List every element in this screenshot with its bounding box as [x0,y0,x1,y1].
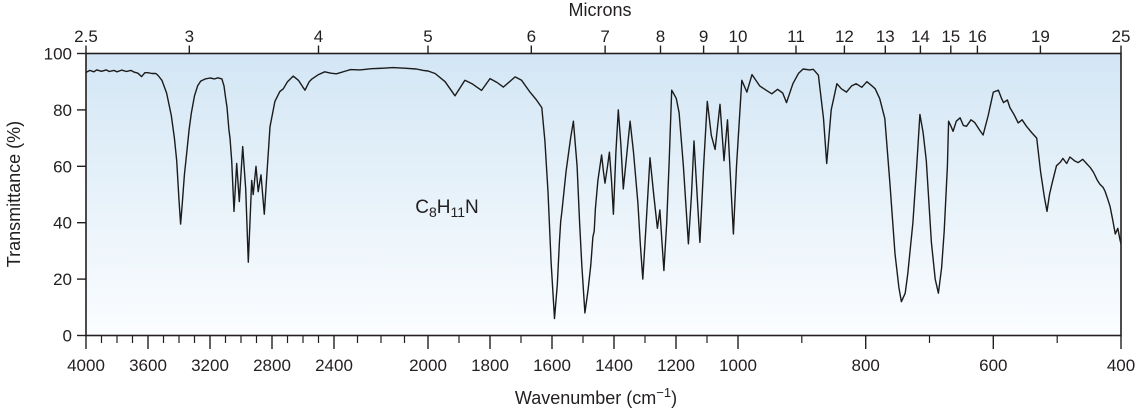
y-tick-label: 20 [53,270,72,289]
x-tick-label: 400 [1107,356,1135,375]
microns-tick-label: 10 [729,27,748,46]
microns-tick-label: 19 [1031,27,1050,46]
x-tick-label: 1200 [657,356,695,375]
microns-tick-label: 14 [911,27,930,46]
compound-formula-label: C8H11N [415,197,479,220]
x-tick-label: 1800 [471,356,509,375]
microns-tick-label: 5 [423,27,432,46]
microns-axis-title: Microns [568,0,631,20]
x-tick-label: 2000 [409,356,447,375]
x-tick-label: 4000 [67,356,105,375]
microns-tick-label: 13 [876,27,895,46]
microns-tick-label: 4 [314,27,323,46]
microns-tick-label: 6 [527,27,536,46]
microns-tick-label: 16 [968,27,987,46]
plot-background [86,53,1121,336]
microns-tick-label: 11 [787,27,805,46]
x-tick-label: 1600 [533,356,571,375]
x-tick-label: 3600 [129,356,167,375]
x-tick-label: 1000 [719,356,757,375]
x-tick-label: 3200 [191,356,229,375]
y-axis-ticks [77,52,86,337]
microns-tick-label: 9 [699,27,708,46]
x-tick-label: 600 [979,356,1007,375]
microns-tick-label: 2.5 [74,27,98,46]
x-axis-minor-ticks [100,335,1058,343]
microns-tick-label: 15 [941,27,960,46]
y-tick-label: 60 [53,157,72,176]
plot-frame [85,52,1122,337]
x-tick-label: 2400 [315,356,353,375]
microns-tick-label: 7 [600,27,609,46]
microns-axis-ticks [85,45,1122,54]
x-tick-label: 800 [852,356,880,375]
wavenumber-axis-title: Wavenumber (cm−1) [515,385,677,408]
x-axis-major-ticks [85,335,1122,349]
spectrum-curve [85,66,1122,320]
microns-tick-label: 3 [185,27,194,46]
y-tick-label: 80 [53,101,72,120]
y-tick-label: 100 [44,45,72,64]
microns-tick-label: 8 [656,27,665,46]
microns-tick-label: 25 [1112,27,1131,46]
transmittance-axis-title: Transmittance (%) [4,121,24,267]
spectrum-trace [85,66,1122,320]
x-axis-tick-labels: 4000 3600 3200 2800 2400 2000 1800 1600 1400 1200… [67,356,1135,375]
x-tick-label: 1400 [595,356,633,375]
y-tick-label: 40 [53,214,72,233]
microns-axis-tick-labels: 2.5 3 4 5 6 7 8 9 10 11 12 13 14 15 16 19 25 [74,27,1130,46]
x-tick-label: 2800 [253,356,291,375]
microns-tick-label: 12 [835,27,854,46]
y-tick-label: 0 [63,327,72,346]
y-axis-tick-labels: 0 20 40 60 80 100 [44,45,72,346]
